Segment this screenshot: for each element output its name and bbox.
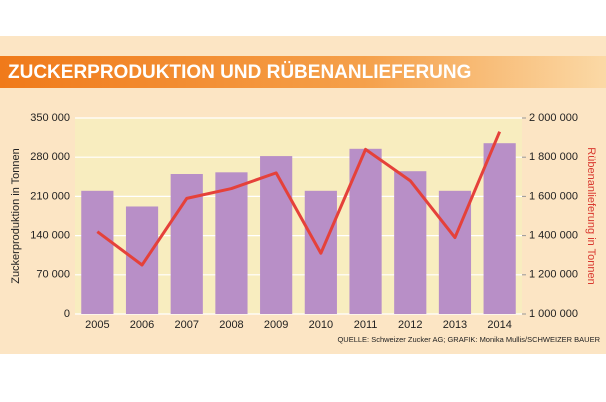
title-banner [0, 56, 606, 88]
y-tick-label: 280 000 [30, 151, 70, 163]
x-tick-label: 2009 [264, 319, 288, 331]
y-tick-label: 140 000 [30, 230, 70, 242]
x-tick-label: 2008 [219, 319, 243, 331]
y2-tick-label: 1 600 000 [529, 190, 578, 202]
y-tick-label: 350 000 [30, 112, 70, 124]
bar [215, 172, 248, 314]
y-tick-label: 210 000 [30, 190, 70, 202]
bar [81, 190, 114, 314]
y2-tick-label: 1 400 000 [529, 230, 578, 242]
y-tick-label: 70 000 [36, 269, 70, 281]
x-tick-label: 2010 [309, 319, 333, 331]
line [96, 131, 502, 267]
y-axis-title: Zuckerproduktion in Tonnen [10, 148, 22, 284]
y2-tick-label: 1 800 000 [529, 151, 578, 163]
bar [125, 206, 159, 314]
x-tick-label: 2012 [398, 319, 422, 331]
x-tick-label: 2007 [175, 319, 199, 331]
x-tick-label: 2014 [487, 319, 511, 331]
y2-tick-label: 2 000 000 [529, 112, 578, 124]
x-tick-label: 2011 [354, 319, 378, 331]
bar [260, 156, 293, 314]
y-tick-label: 0 [64, 308, 70, 320]
y2-tick-label: 1 200 000 [529, 269, 578, 281]
source-note: QUELLE: Schweizer Zucker AG; GRAFIK: Mon… [337, 335, 600, 344]
x-tick-label: 2006 [130, 319, 154, 331]
bar [483, 143, 516, 314]
y2-axis-title: Rübenanlieferung in Tonnen [585, 147, 597, 284]
x-tick-label: 2013 [443, 319, 467, 331]
y2-tick-label: 1 000 000 [529, 308, 578, 320]
chart-title: ZUCKERPRODUKTION UND RÜBENANLIEFERUNG [8, 62, 471, 83]
x-tick-label: 2005 [85, 319, 109, 331]
